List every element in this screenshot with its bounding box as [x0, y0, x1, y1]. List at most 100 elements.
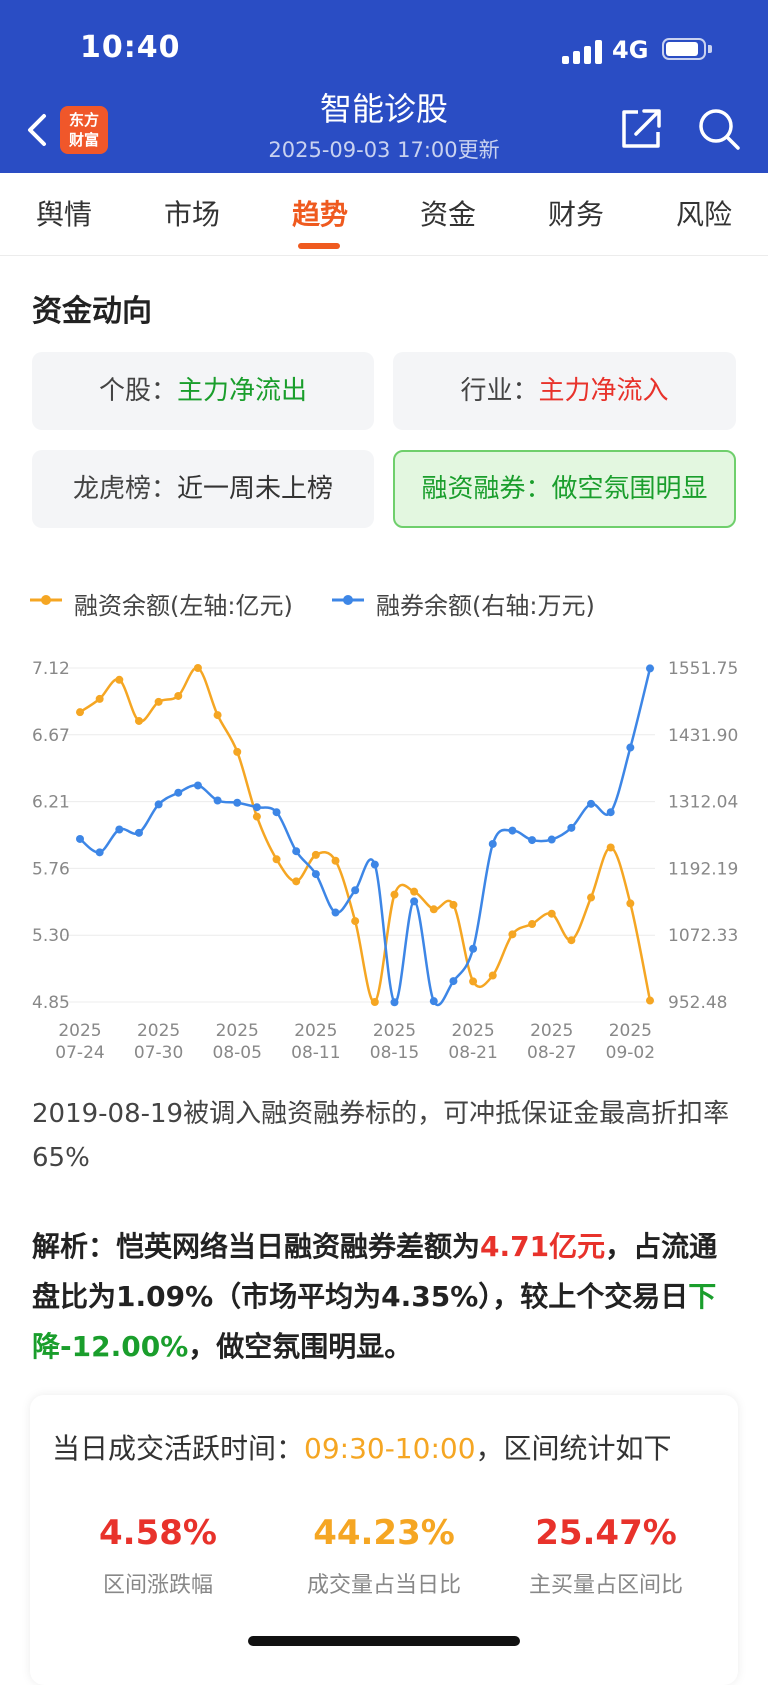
x-tick-year: 2025: [137, 1021, 180, 1041]
tab-sentiment[interactable]: 舆情: [35, 198, 92, 231]
signal-icon: [562, 40, 604, 64]
short-balance-point: [134, 828, 143, 837]
tab-market[interactable]: 市场: [163, 198, 220, 231]
x-tick-date: 08-21: [448, 1043, 497, 1063]
margin-balance-point: [193, 664, 202, 672]
short-balance-point: [606, 808, 615, 817]
legend-margin-swatch: [30, 595, 62, 605]
margin-balance-point: [449, 900, 458, 909]
update-time: 2025-09-03 17:00更新: [268, 138, 500, 162]
short-balance-point: [174, 788, 183, 797]
right-tick-label: 1192.19: [668, 859, 738, 879]
x-tick-year: 2025: [609, 1021, 652, 1041]
right-tick-label: 1551.75: [668, 659, 738, 679]
x-tick-year: 2025: [294, 1021, 337, 1041]
short-balance-point: [528, 836, 537, 845]
right-tick-label: 1072.33: [668, 926, 738, 946]
margin-balance-point: [429, 905, 438, 914]
battery-icon: [662, 38, 712, 62]
x-tick-year: 2025: [58, 1021, 101, 1041]
share-icon[interactable]: [618, 106, 664, 152]
short-balance-point: [351, 886, 360, 895]
margin-card: 融资融券：做空氛围明显: [393, 450, 736, 528]
short-balance-point: [626, 743, 635, 752]
app-logo: 东方 财富: [60, 106, 108, 154]
margin-balance-point: [115, 675, 124, 684]
margin-balance-point: [76, 708, 84, 717]
margin-balance-point: [134, 716, 143, 725]
left-tick-label: 4.85: [32, 993, 70, 1013]
stat-price-change: 4.58% 区间涨跌幅: [99, 1513, 217, 1598]
tab-trend[interactable]: 趋势: [291, 198, 348, 231]
right-tick-label: 952.48: [668, 993, 727, 1013]
active-tab-indicator: [298, 243, 340, 249]
margin-balance-point: [469, 977, 478, 986]
short-balance-point: [95, 848, 104, 857]
margin-balance-point: [351, 917, 360, 926]
left-tick-label: 6.21: [32, 793, 70, 813]
tab-bar: 舆情 市场 趋势 资金 财务 风险: [0, 173, 768, 256]
margin-balance-point: [213, 711, 222, 720]
short-balance-point: [567, 823, 576, 832]
stat-buy-share: 25.47% 主买量占区间比: [528, 1513, 683, 1598]
margin-balance-point: [567, 936, 576, 945]
short-balance-point: [154, 800, 163, 809]
tab-risk[interactable]: 风险: [675, 198, 732, 231]
left-tick-label: 5.76: [32, 859, 70, 879]
margin-balance-point: [488, 971, 497, 980]
x-tick-date: 08-11: [291, 1043, 340, 1063]
margin-balance-point: [174, 691, 183, 700]
stat-volume-share: 44.23% 成交量占当日比: [306, 1513, 461, 1598]
dragon-list-value: 近一周未上榜: [177, 474, 334, 504]
x-tick-date: 08-27: [527, 1043, 576, 1063]
tab-capital[interactable]: 资金: [419, 198, 476, 231]
legend-short-swatch: [332, 595, 364, 605]
margin-balance-point: [410, 887, 419, 896]
margin-balance-point: [390, 890, 399, 899]
short-balance-point: [311, 870, 320, 879]
x-tick-date: 07-30: [134, 1043, 183, 1063]
margin-balance-point: [233, 747, 242, 756]
status-time: 10:40: [80, 30, 181, 65]
short-balance-point: [233, 798, 242, 807]
network-type: 4G: [612, 36, 649, 64]
margin-balance-point: [606, 843, 615, 852]
right-tick-label: 1312.04: [668, 793, 738, 813]
short-balance-point: [410, 897, 419, 906]
margin-balance-point: [370, 998, 379, 1006]
margin-balance-point: [587, 893, 596, 902]
margin-diff-amount: 4.71亿元: [480, 1230, 606, 1263]
margin-balance-point: [252, 812, 261, 821]
short-balance-point: [469, 944, 478, 953]
left-tick-label: 7.12: [32, 659, 70, 679]
industry-flow-card: 行业：主力净流入: [393, 352, 736, 430]
short-balance-point: [547, 835, 556, 844]
legend-margin: 融资余额(左轴:亿元): [30, 586, 293, 621]
margin-diff-change: 下降-12.00%: [32, 1280, 717, 1363]
short-balance-point: [488, 839, 497, 848]
short-balance-point: [587, 799, 596, 808]
app-header: 10:40 4G 东方 财富 智能诊股 2025-09-03 17:00更新: [0, 0, 768, 173]
active-time-range: 09:30-10:00: [304, 1432, 476, 1465]
margin-balance-point: [528, 920, 537, 929]
short-balance-point: [429, 997, 438, 1006]
x-tick-date: 09-02: [606, 1043, 655, 1063]
margin-balance-point: [311, 850, 320, 859]
x-tick-year: 2025: [530, 1021, 573, 1041]
tab-finance[interactable]: 财务: [547, 198, 604, 231]
margin-balance-point: [95, 694, 104, 703]
short-balance-point: [252, 803, 261, 812]
margin-balance-point: [292, 877, 301, 886]
x-tick-date: 07-24: [55, 1043, 104, 1063]
margin-balance-point: [331, 856, 340, 865]
left-tick-label: 5.30: [32, 926, 70, 946]
back-icon[interactable]: [22, 110, 54, 150]
margin-balance-point: [272, 855, 281, 864]
short-balance-point: [292, 847, 301, 856]
short-balance-line: [79, 668, 652, 1007]
dragon-list-card: 龙虎榜：近一周未上榜: [32, 450, 374, 528]
industry-flow-value: 主力净流入: [538, 376, 669, 406]
legend-short: 融券余额(右轴:万元): [332, 586, 595, 621]
search-icon[interactable]: [696, 106, 742, 152]
analysis-text: 解析：恺英网络当日融资融券差额为4.71亿元，占流通盘比为1.09%（市场平均为…: [32, 1230, 718, 1363]
